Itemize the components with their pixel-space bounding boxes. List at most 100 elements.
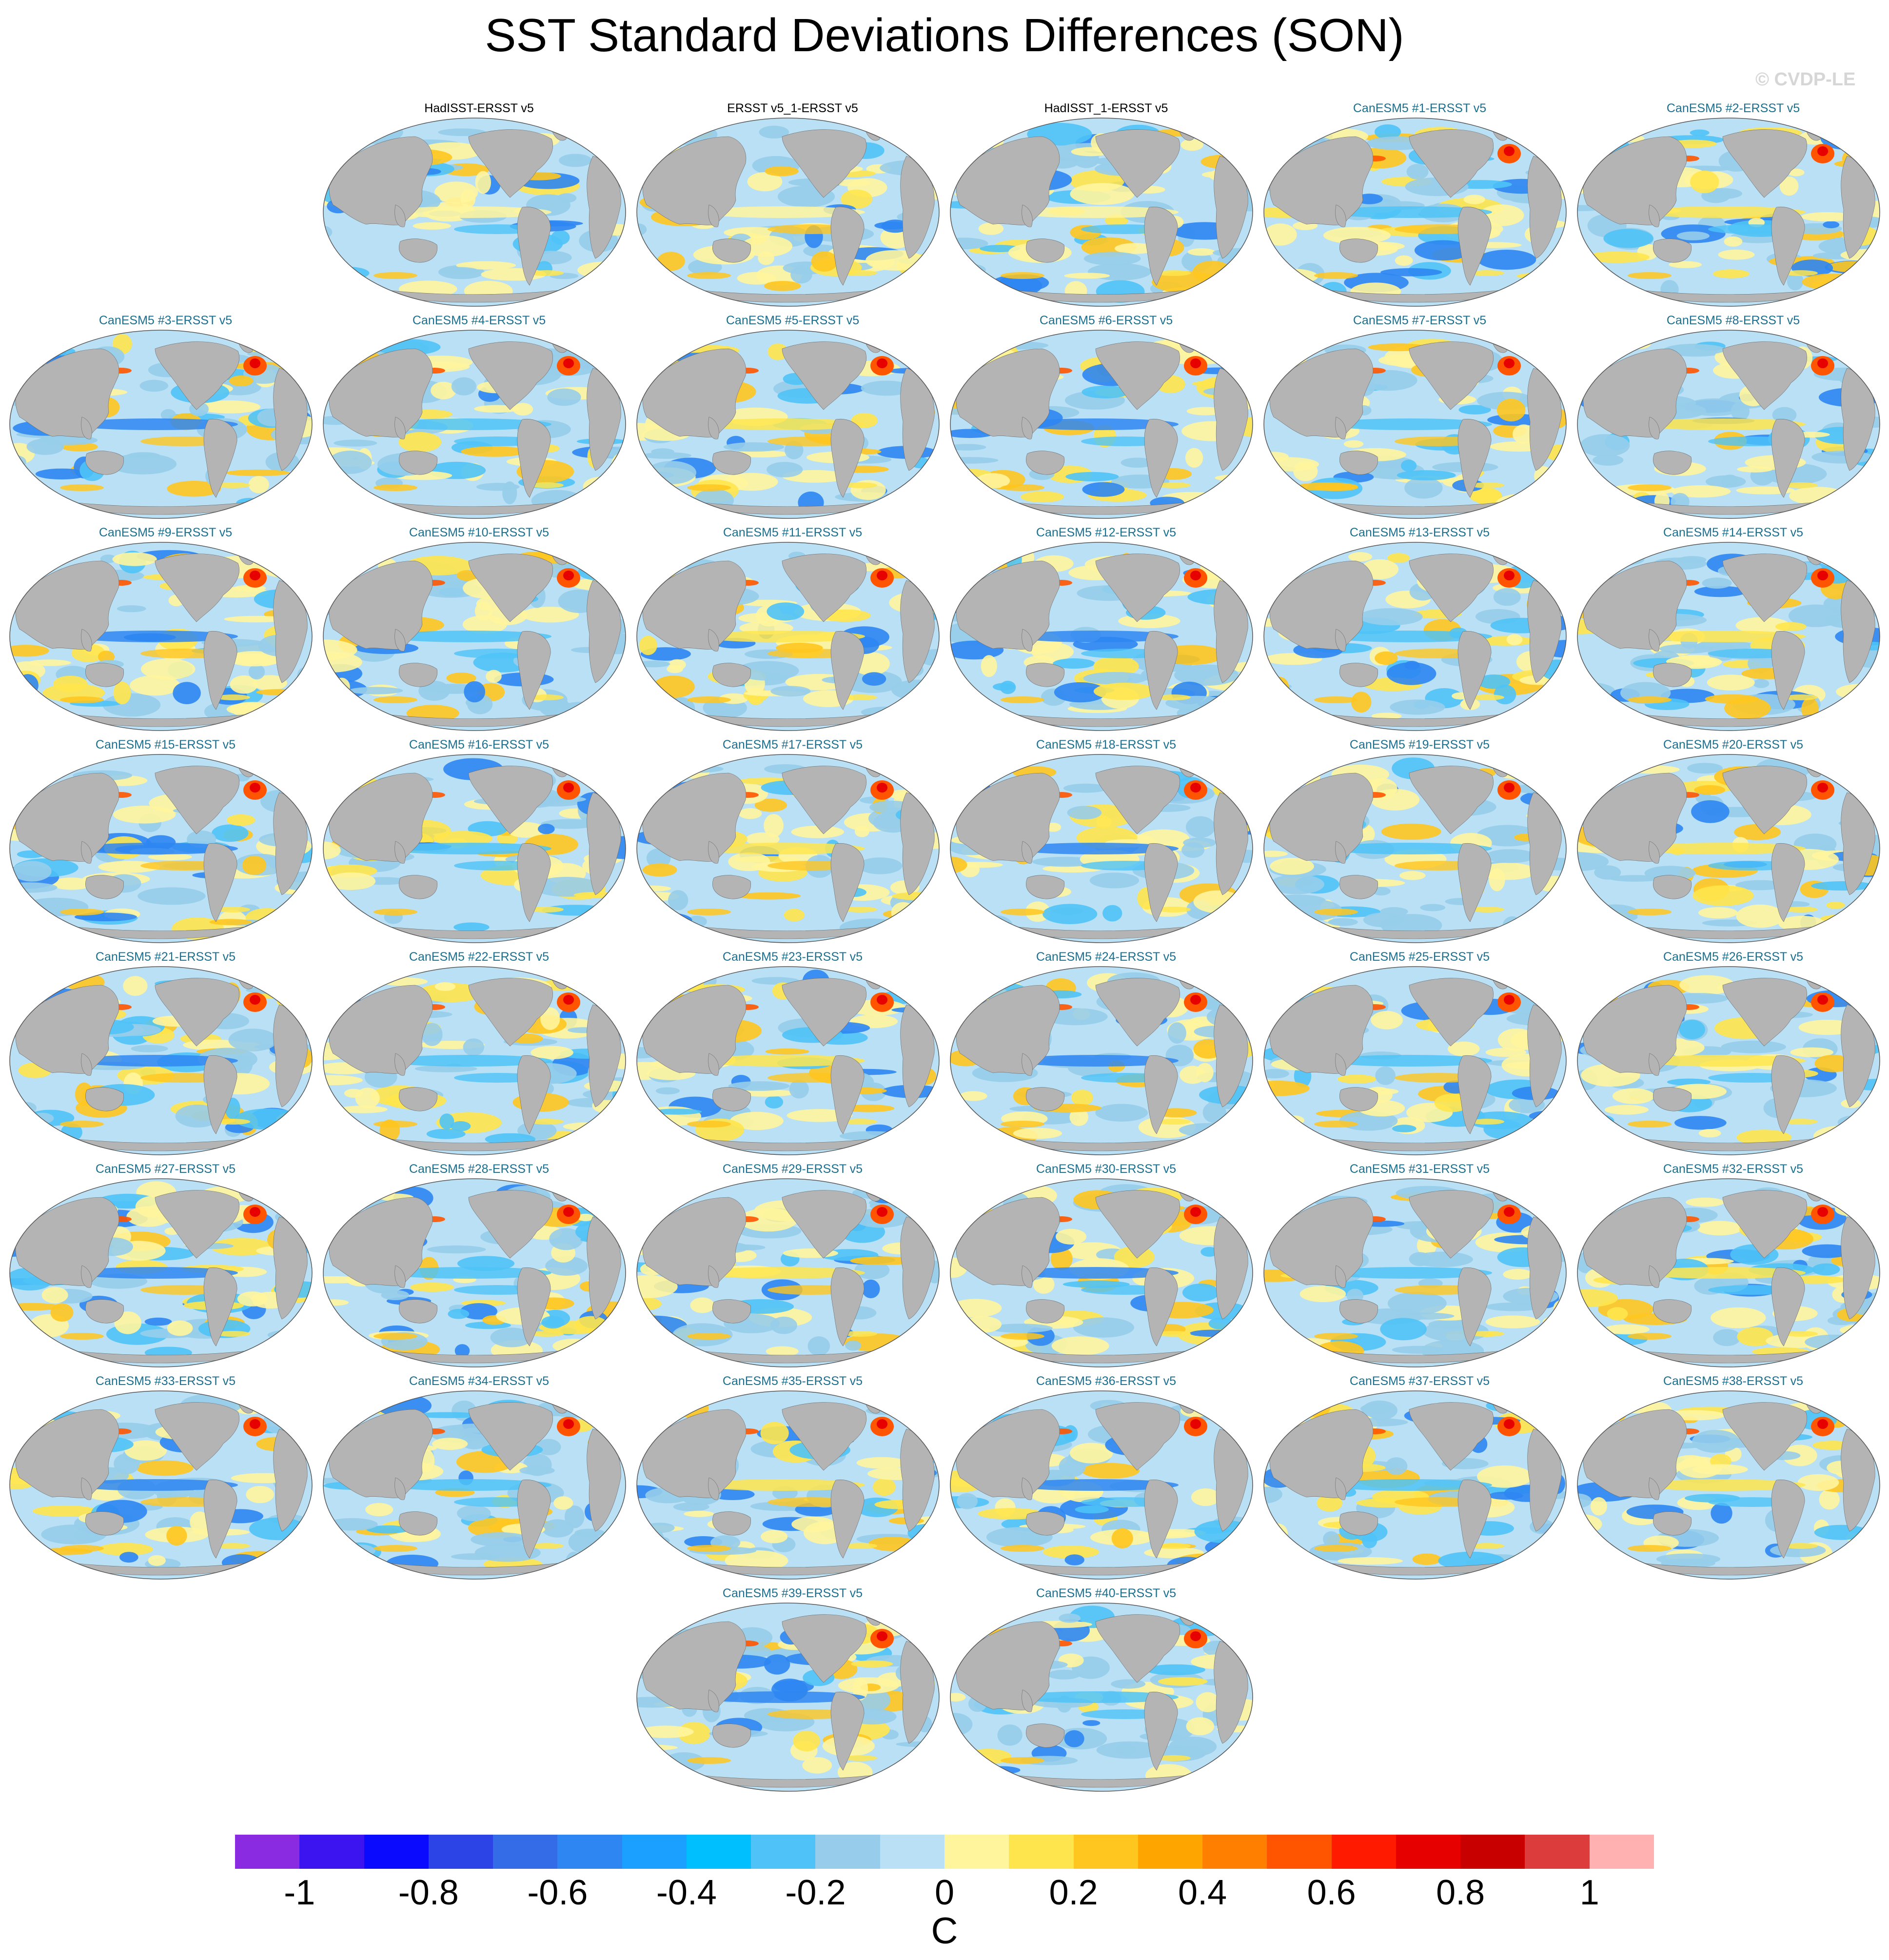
watermark: © CVDP-LE [1755,69,1856,90]
map-panel: CanESM5 #15-ERSST v5 [9,738,322,950]
map-panel: CanESM5 #23-ERSST v5 [636,950,949,1162]
colorbar-tick-label: 0.4 [1178,1873,1227,1912]
colorbar-tick-label: 1 [1579,1873,1599,1912]
panel-title: CanESM5 #22-ERSST v5 [409,950,550,964]
map-panel: CanESM5 #24-ERSST v5 [949,950,1263,1162]
colorbar-tick-label: 0.6 [1307,1873,1356,1912]
map-panel: CanESM5 #2-ERSST v5 [1576,101,1889,314]
panel-title: CanESM5 #3-ERSST v5 [98,314,233,327]
panel-title: CanESM5 #13-ERSST v5 [1349,526,1490,539]
map-panel: CanESM5 #32-ERSST v5 [1576,1162,1889,1374]
panel-title: CanESM5 #23-ERSST v5 [722,950,863,964]
colorbar-segment [1589,1835,1654,1869]
map-panel: CanESM5 #10-ERSST v5 [322,526,636,738]
map-panel: CanESM5 #37-ERSST v5 [1263,1374,1576,1586]
panel-title: HadISST_1-ERSST v5 [1044,101,1168,115]
panel-title: CanESM5 #16-ERSST v5 [409,738,550,752]
colorbar-tick-label: -1 [284,1873,315,1912]
panel-title: CanESM5 #2-ERSST v5 [1666,101,1800,115]
map-panel: CanESM5 #8-ERSST v5 [1576,314,1889,526]
map-panel: CanESM5 #30-ERSST v5 [949,1162,1263,1374]
figure-title: SST Standard Deviations Differences (SON… [485,9,1404,61]
map-panel: HadISST_1-ERSST v5 [949,101,1263,314]
panel-title: CanESM5 #1-ERSST v5 [1353,101,1487,115]
panel-title: CanESM5 #25-ERSST v5 [1349,950,1490,964]
colorbar-segment [299,1835,365,1869]
colorbar-segment [1009,1835,1074,1869]
panel-title: CanESM5 #32-ERSST v5 [1663,1162,1804,1176]
map-panel: CanESM5 #28-ERSST v5 [322,1162,636,1374]
colorbar [235,1835,1654,1869]
panel-title: CanESM5 #38-ERSST v5 [1663,1374,1804,1388]
colorbar-segment [428,1835,493,1869]
map-panel: CanESM5 #26-ERSST v5 [1576,950,1889,1162]
map-panel: CanESM5 #22-ERSST v5 [322,950,636,1162]
map-panel: CanESM5 #40-ERSST v5 [949,1586,1263,1799]
map-panel: CanESM5 #31-ERSST v5 [1263,1162,1576,1374]
map-panel: CanESM5 #34-ERSST v5 [322,1374,636,1586]
colorbar-segment [1396,1835,1461,1869]
map-panel: HadISST-ERSST v5 [322,101,636,314]
panel-title: CanESM5 #18-ERSST v5 [1036,738,1177,752]
panel-title: CanESM5 #12-ERSST v5 [1036,526,1177,539]
map-panel: CanESM5 #21-ERSST v5 [9,950,322,1162]
panel-title: CanESM5 #40-ERSST v5 [1036,1586,1177,1600]
panel-title: CanESM5 #30-ERSST v5 [1036,1162,1177,1176]
map-panel: CanESM5 #39-ERSST v5 [636,1586,949,1799]
panel-title: CanESM5 #27-ERSST v5 [95,1162,236,1176]
colorbar-tick-label: -0.4 [656,1873,717,1912]
panel-title: CanESM5 #17-ERSST v5 [722,738,863,752]
colorbar-segment [815,1835,881,1869]
colorbar-segment [622,1835,687,1869]
colorbar-segment [1202,1835,1267,1869]
colorbar-segment [1331,1835,1397,1869]
map-panel: CanESM5 #3-ERSST v5 [9,314,322,526]
colorbar-segment [686,1835,751,1869]
map-panel: CanESM5 #7-ERSST v5 [1263,314,1576,526]
map-panel: CanESM5 #20-ERSST v5 [1576,738,1889,950]
colorbar-units-label: C [931,1910,958,1952]
colorbar-tick-label: -0.6 [527,1873,588,1912]
colorbar-segment [944,1835,1009,1869]
panel-title: CanESM5 #21-ERSST v5 [95,950,236,964]
colorbar-tick-label: 0.2 [1049,1873,1098,1912]
colorbar-tick-label: -0.8 [398,1873,459,1912]
colorbar-segment [1525,1835,1590,1869]
panel-title: CanESM5 #39-ERSST v5 [722,1586,863,1600]
panel-title: CanESM5 #26-ERSST v5 [1663,950,1804,964]
panel-title: CanESM5 #14-ERSST v5 [1663,526,1804,539]
map-panel: CanESM5 #33-ERSST v5 [9,1374,322,1586]
panel-title: ERSST v5_1-ERSST v5 [727,101,858,115]
panel-title: CanESM5 #33-ERSST v5 [95,1374,236,1388]
panel-title: CanESM5 #37-ERSST v5 [1349,1374,1490,1388]
colorbar-segment [1073,1835,1139,1869]
panel-title: CanESM5 #11-ERSST v5 [723,526,863,539]
panel-title: HadISST-ERSST v5 [424,101,534,115]
colorbar-segment [1138,1835,1203,1869]
panel-title: CanESM5 #36-ERSST v5 [1036,1374,1177,1388]
colorbar-tick-label: 0 [934,1873,955,1912]
map-panel: CanESM5 #1-ERSST v5 [1263,101,1576,314]
panel-title: CanESM5 #29-ERSST v5 [722,1162,863,1176]
map-panel: CanESM5 #5-ERSST v5 [636,314,949,526]
colorbar-segment [493,1835,558,1869]
map-panel: CanESM5 #19-ERSST v5 [1263,738,1576,950]
panel-title: CanESM5 #9-ERSST v5 [98,526,233,539]
map-panel: CanESM5 #6-ERSST v5 [949,314,1263,526]
map-panel: CanESM5 #4-ERSST v5 [322,314,636,526]
map-panel: CanESM5 #17-ERSST v5 [636,738,949,950]
map-panel: CanESM5 #14-ERSST v5 [1576,526,1889,738]
panel-title: CanESM5 #15-ERSST v5 [95,738,236,752]
colorbar-segment [880,1835,945,1869]
panel-title: CanESM5 #5-ERSST v5 [726,314,860,327]
map-panel: CanESM5 #27-ERSST v5 [9,1162,322,1374]
colorbar-segment [235,1835,300,1869]
panel-title: CanESM5 #20-ERSST v5 [1663,738,1804,752]
colorbar-segment [751,1835,816,1869]
map-panel: CanESM5 #36-ERSST v5 [949,1374,1263,1586]
colorbar-segment [1267,1835,1332,1869]
panel-title: CanESM5 #4-ERSST v5 [412,314,546,327]
panel-title: CanESM5 #6-ERSST v5 [1039,314,1173,327]
map-panel: CanESM5 #35-ERSST v5 [636,1374,949,1586]
map-panel: CanESM5 #29-ERSST v5 [636,1162,949,1374]
